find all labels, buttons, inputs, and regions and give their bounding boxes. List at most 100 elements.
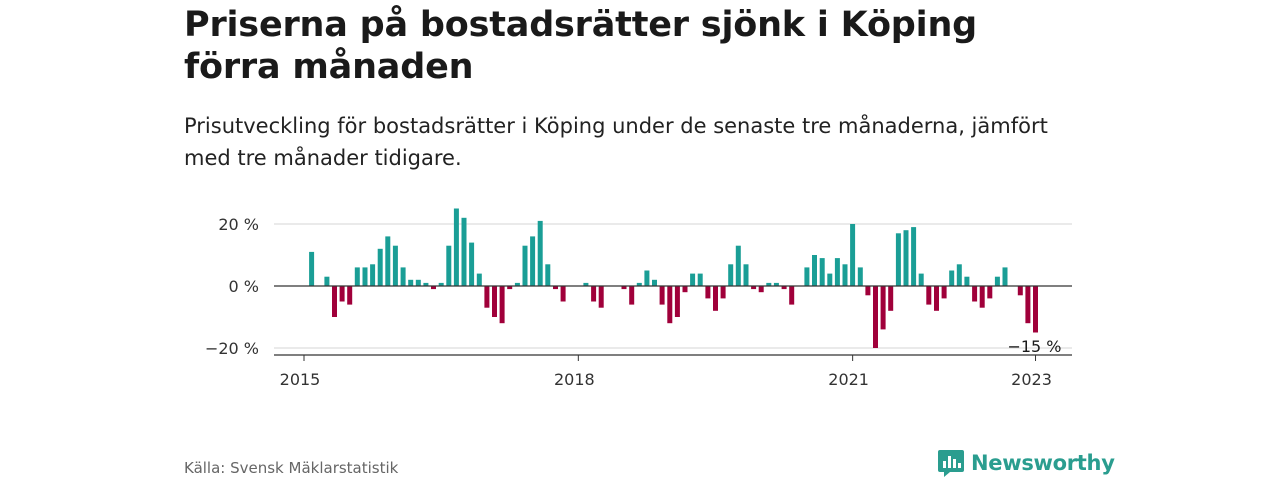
bar	[949, 270, 955, 286]
grid-lines	[274, 223, 1072, 349]
bar	[941, 286, 947, 299]
bar	[636, 282, 642, 286]
bar	[385, 236, 391, 286]
bar	[461, 217, 467, 286]
bar	[362, 267, 368, 286]
bar	[720, 286, 726, 299]
bar	[812, 255, 817, 286]
bar	[804, 267, 810, 286]
chart-title: Priserna på bostadsrätter sjönk i Köping…	[184, 5, 978, 87]
bar	[1033, 286, 1038, 333]
bar	[857, 267, 863, 286]
bar	[659, 286, 665, 305]
bar	[530, 236, 536, 286]
bar	[850, 224, 856, 286]
bar	[431, 286, 436, 290]
bar	[392, 245, 398, 286]
chart-subtitle: Prisutveckling för bostadsrätter i Köpin…	[184, 114, 1048, 170]
bar	[956, 264, 962, 286]
bar	[400, 267, 406, 286]
bar	[964, 276, 970, 286]
newsworthy-brand[interactable]: Newsworthy	[937, 448, 1115, 478]
bar	[697, 273, 703, 286]
bar	[545, 264, 551, 286]
bar	[743, 264, 749, 286]
bar	[438, 282, 444, 286]
bar	[553, 286, 558, 290]
bar	[934, 286, 939, 311]
bar	[476, 273, 482, 286]
newsworthy-logo-icon	[938, 450, 964, 477]
bar	[751, 286, 757, 290]
bar	[926, 286, 932, 305]
x-tick-label: 2021	[828, 370, 869, 389]
bar	[324, 276, 330, 286]
bar	[842, 264, 848, 286]
bar	[918, 273, 924, 286]
bar	[819, 258, 825, 286]
bar	[713, 286, 718, 311]
bar	[1017, 286, 1023, 296]
bar	[652, 279, 657, 286]
x-tick-label: 2023	[1011, 370, 1052, 389]
bar	[1025, 286, 1031, 324]
bar	[1002, 267, 1008, 286]
x-tick-label: 2015	[280, 370, 321, 389]
bar	[347, 286, 353, 305]
bar	[674, 286, 680, 317]
bar	[514, 282, 520, 286]
bar	[484, 286, 490, 308]
bar	[705, 286, 711, 299]
bar	[728, 264, 734, 286]
bar	[773, 282, 779, 286]
last-value-label: −15 %	[1007, 337, 1061, 356]
bar	[560, 286, 566, 302]
bar	[332, 286, 337, 317]
x-tick-label: 2018	[554, 370, 595, 389]
bar	[644, 270, 650, 286]
y-tick-label: −20 %	[205, 339, 259, 358]
bar	[994, 276, 1000, 286]
bar	[309, 251, 315, 286]
bar	[492, 286, 497, 317]
bar	[682, 286, 688, 293]
bar	[370, 264, 376, 286]
bar	[865, 286, 871, 296]
bar	[911, 227, 917, 286]
bar	[827, 273, 833, 286]
bar	[339, 286, 345, 302]
bar	[583, 282, 589, 286]
bar	[446, 245, 452, 286]
axes: 20 % 0 % −20 % 2015 2018 2021 2023 −15 %	[205, 215, 1072, 389]
bar	[987, 286, 993, 299]
bar	[735, 245, 741, 286]
bar	[469, 242, 475, 286]
bar	[690, 273, 696, 286]
bar	[415, 279, 421, 286]
bar	[903, 230, 909, 286]
y-tick-label: 0 %	[229, 277, 259, 296]
bar	[972, 286, 978, 302]
bar	[766, 282, 772, 286]
bar	[621, 286, 627, 290]
bar	[888, 286, 894, 311]
bar	[781, 286, 787, 290]
bar	[499, 286, 505, 324]
bar	[758, 286, 764, 293]
bar	[667, 286, 673, 324]
bar	[591, 286, 597, 302]
bar	[873, 286, 878, 348]
bar	[834, 258, 840, 286]
bar	[408, 279, 414, 286]
bar	[789, 286, 795, 305]
bar	[453, 208, 459, 286]
bar	[880, 286, 886, 330]
bars	[309, 208, 1038, 348]
y-tick-label: 20 %	[218, 215, 259, 234]
bar	[629, 286, 635, 305]
bar	[895, 233, 901, 286]
bar	[537, 220, 543, 286]
bar	[979, 286, 985, 308]
brand-name: Newsworthy	[971, 451, 1115, 475]
